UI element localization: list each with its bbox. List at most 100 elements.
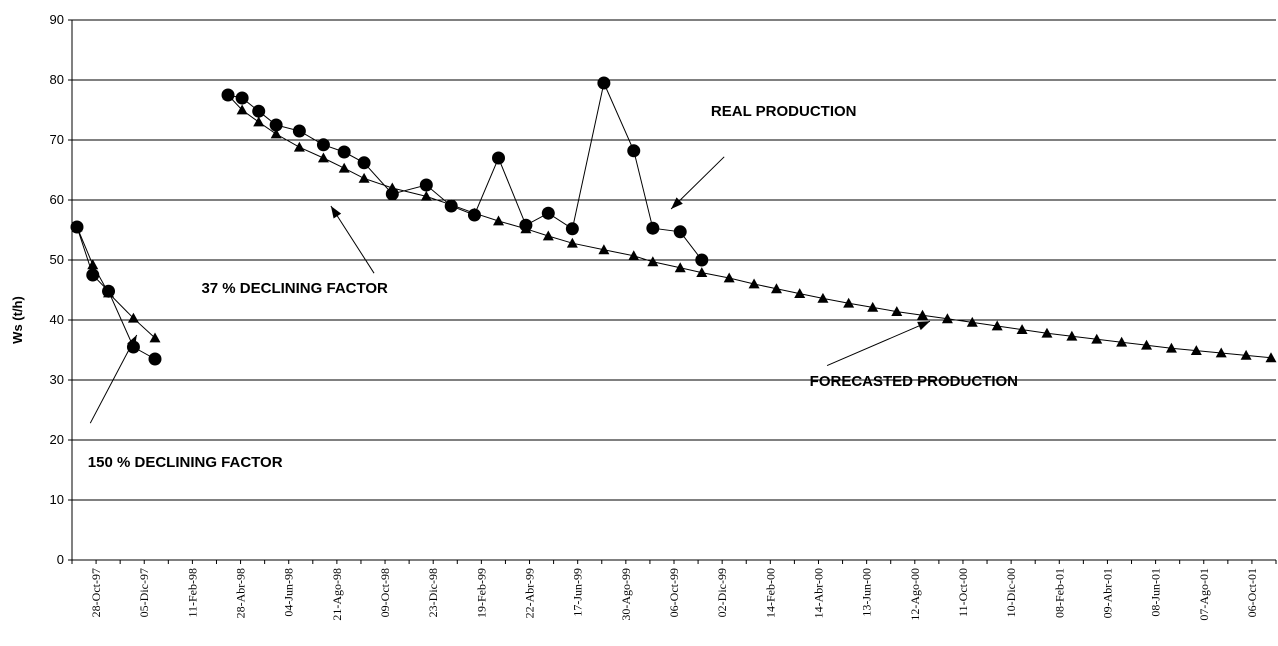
x-tick-label: 06-Oct-99 [667,568,681,617]
series-circle-line [76,226,156,360]
data-point-circle [292,124,306,138]
data-point-circle [316,138,330,152]
data-point-triangle [1265,352,1277,363]
data-point-triangle [127,312,139,323]
x-tick-label: 06-Oct-01 [1245,568,1259,617]
data-point-triangle [1141,339,1153,350]
annotations: REAL PRODUCTION 37 % DECLINING FACTOR FORE… [88,103,1018,471]
data-point-triangle [222,89,234,100]
annotation-arrow-line [330,205,375,274]
annotation-label: REAL PRODUCTION [711,103,857,120]
data-point-triangle [991,320,1003,331]
series-triangle-line [76,226,156,339]
data-point-circle [597,76,611,90]
x-tick-label: 05-Dic-97 [137,568,151,617]
x-tick-label: 22-Abr-99 [523,568,537,618]
data-point-triangle [917,309,929,320]
y-tick-label: 60 [50,192,64,207]
y-axis-title: Ws (t/h) [10,296,25,344]
data-point-triangle [149,332,161,343]
data-point-triangle [941,313,953,324]
data-point-circle [357,156,371,170]
data-point-circle [86,268,100,282]
x-tick-label: 09-Abr-01 [1100,568,1114,618]
x-tick-label: 13-Jun-00 [860,568,874,617]
annotation-arrow-line [826,320,931,367]
data-point-triangle [493,215,505,226]
x-tick-label: 10-Dic-00 [1004,568,1018,617]
annotation-arrowhead [671,197,683,209]
data-point-triangle [87,259,99,270]
x-tick-labels: 28-Oct-97 05-Dic-97 11-Feb-98 28-Abr-98 04-J… [89,568,1259,621]
x-tick-label: 17-Jun-99 [571,568,585,617]
annotation-arrow-line [670,156,725,210]
y-tick-label: 70 [50,132,64,147]
series-triangle-line [227,94,1272,359]
x-tick-label: 30-Ago-99 [619,568,633,621]
data-point-triangle [1091,333,1103,344]
x-tick-label: 19-Feb-99 [474,568,488,618]
data-point-triangle [770,283,782,294]
data-point-triangle [867,301,879,312]
data-point-triangle [270,128,282,139]
data-point-triangle [748,278,760,289]
data-point-circle [541,206,555,220]
data-point-circle [148,352,162,366]
data-point-triangle [520,223,532,234]
x-tick-label: 09-Oct-98 [378,568,392,617]
data-point-triangle [966,316,978,327]
x-tick-label: 11-Oct-00 [956,568,970,617]
grid-lines [72,19,1276,501]
data-point-triangle [317,152,329,163]
data-point-circle [269,118,283,132]
data-point-circle [492,151,506,165]
data-point-triangle [293,141,305,152]
data-point-triangle [674,262,686,273]
data-point-circle [627,144,641,158]
data-point-triangle [71,221,83,232]
annotation-label: 37 % DECLINING FACTOR [201,280,388,297]
data-point-circle [337,145,351,159]
data-point-triangle [1041,327,1053,338]
x-tick-label: 04-Jun-98 [282,568,296,617]
data-point-triangle [420,190,432,201]
y-tick-label: 90 [50,12,64,27]
y-tick-label: 50 [50,252,64,267]
x-tick-label: 07-Ago-01 [1197,568,1211,621]
y-tick-label: 20 [50,432,64,447]
data-point-triangle [236,104,248,115]
x-tick-label: 23-Dic-98 [426,568,440,617]
data-point-circle [235,91,249,105]
data-point-triangle [338,162,350,173]
annotation-label: FORECASTED PRODUCTION [810,373,1018,390]
data-point-triangle [1016,324,1028,334]
series-group [70,76,1277,366]
x-tick-label: 14-Feb-00 [763,568,777,618]
data-point-triangle [1190,345,1202,355]
data-point-triangle [628,250,640,261]
annotation-arrowhead [917,321,930,331]
data-point-triangle [253,116,265,127]
data-point-triangle [598,244,610,255]
x-tick-label: 28-Abr-98 [234,568,248,618]
axes [68,19,1277,564]
series-circle-line [227,81,703,261]
x-tick-label: 28-Oct-97 [89,568,103,617]
data-point-circle [419,178,433,192]
y-tick-label: 30 [50,372,64,387]
data-point-triangle [817,292,829,303]
data-point-circle [646,221,660,235]
x-tick-label: 12-Ago-00 [908,568,922,621]
data-point-triangle [445,199,457,210]
y-tick-label: 40 [50,312,64,327]
data-point-triangle [1116,336,1128,347]
annotation-arrowhead [127,335,137,348]
data-point-triangle [723,272,735,283]
x-tick-label: 14-Abr-00 [811,568,825,618]
data-point-triangle [358,172,370,183]
data-point-triangle [468,207,480,218]
data-point-circle [695,253,709,267]
x-tick-label: 08-Feb-01 [1052,568,1066,618]
x-tick-label: 02-Dic-99 [715,568,729,617]
